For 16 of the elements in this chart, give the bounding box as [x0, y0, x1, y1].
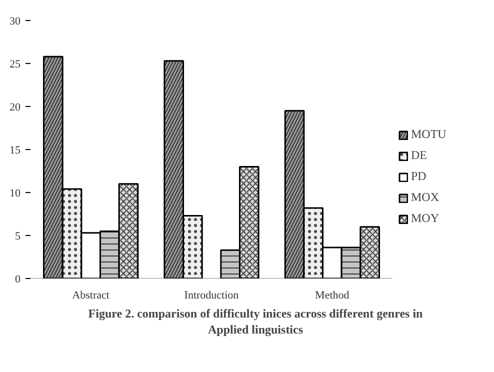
- x-tick-label: Introduction: [184, 290, 240, 302]
- y-tick-label: 30: [10, 16, 21, 28]
- y-tick-label: 10: [10, 188, 21, 200]
- legend-label: MOY: [411, 211, 440, 226]
- y-tick-label: 5: [15, 230, 21, 242]
- y-tick-label: 20: [10, 102, 21, 114]
- text: Figure 2. comparison of difficulty inices across different genres in Applied linguistics: [88, 306, 424, 336]
- legend-label: MOX: [411, 190, 440, 206]
- legend-label: DE: [411, 148, 428, 164]
- y-tick-label: 0: [15, 274, 21, 286]
- legend-label: MOTU: [411, 127, 446, 142]
- x-tick-label: Method: [315, 290, 350, 302]
- y-tick-label: 25: [10, 58, 21, 70]
- y-tick-label: 15: [10, 144, 21, 156]
- legend-label: PD: [411, 169, 428, 184]
- x-tick-label: Abstract: [72, 290, 110, 302]
